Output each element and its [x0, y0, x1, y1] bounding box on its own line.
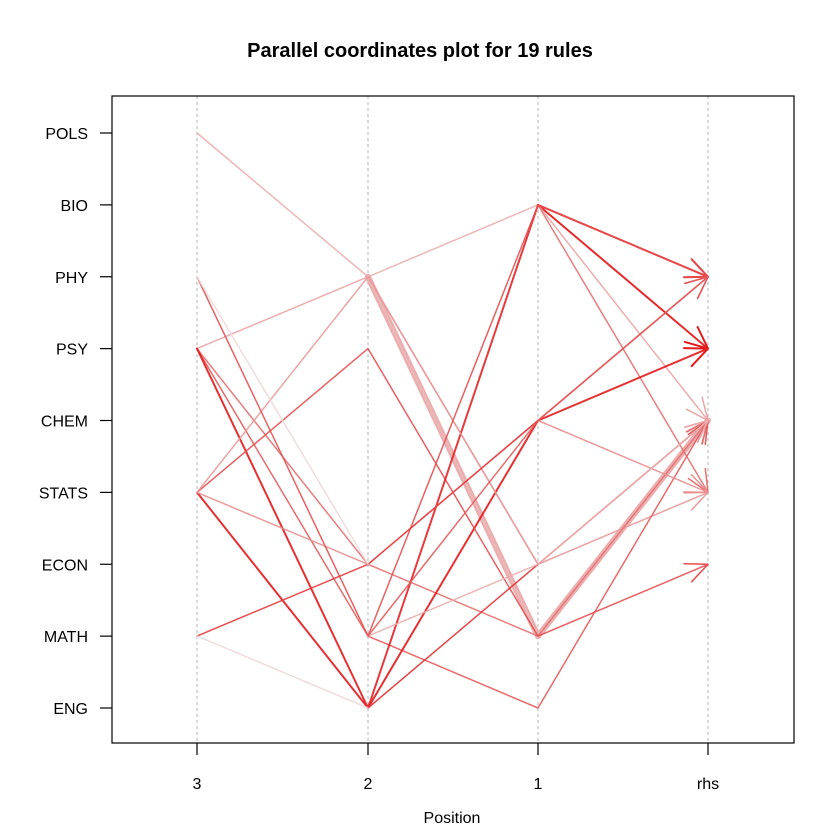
y-tick-label-math: MATH — [44, 629, 88, 646]
x-tick-label-2: 2 — [364, 776, 373, 793]
rule-line — [196, 347, 709, 709]
x-axis-title: Position — [424, 810, 481, 827]
rule-arrowhead — [683, 474, 709, 494]
y-tick-label-phy: PHY — [55, 270, 88, 287]
rule-arrowhead — [683, 347, 709, 368]
rule-line — [196, 635, 369, 709]
x-tick-label-1: 1 — [534, 776, 543, 793]
x-axis: 3 2 1 rhs — [193, 743, 719, 793]
x-tick-label-rhs: rhs — [697, 776, 719, 793]
x-tick-label-3: 3 — [193, 776, 202, 793]
rule-line — [367, 276, 709, 637]
y-tick-label-stats: STATS — [39, 485, 88, 502]
rule-line — [537, 203, 709, 350]
rule-lines — [196, 132, 711, 709]
rule-line — [196, 132, 709, 566]
rule-line — [196, 276, 369, 566]
y-axis: ENG MATH ECON STATS CHEM PSY PHY BIO POLS — [39, 126, 112, 718]
rule-line — [196, 204, 709, 637]
y-tick-label-econ: ECON — [42, 557, 88, 574]
chart-title: Parallel coordinates plot for 19 rules — [247, 40, 593, 62]
y-tick-label-eng: ENG — [53, 701, 88, 718]
y-tick-label-pols: POLS — [45, 126, 88, 143]
plot-frame — [111, 95, 795, 744]
y-tick-label-chem: CHEM — [41, 414, 88, 431]
rule-arrowhead — [683, 563, 709, 583]
rule-arrowhead — [684, 276, 709, 300]
rule-line — [367, 419, 709, 637]
y-tick-label-bio: BIO — [60, 198, 88, 215]
rule-arrowhead — [684, 419, 709, 443]
rule-line — [196, 203, 709, 709]
y-tick-label-psy: PSY — [56, 342, 88, 359]
rule-line — [537, 204, 709, 422]
